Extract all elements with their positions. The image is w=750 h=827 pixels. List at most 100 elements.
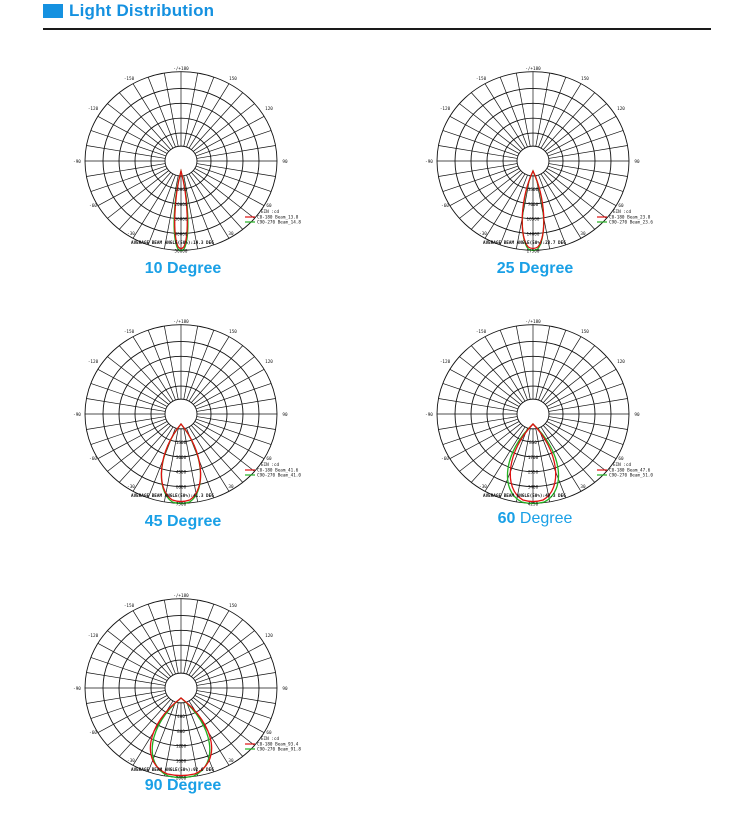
legend-entry-c0: C0-180 Beam_13.8 [257, 215, 299, 221]
polar-spoke [545, 170, 607, 219]
polar-spoke [163, 326, 179, 400]
angle-label: -150 [124, 329, 135, 335]
polar-spoke [515, 428, 531, 502]
angle-label: 150 [229, 329, 237, 335]
angle-label: 120 [265, 633, 273, 639]
polar-spoke [147, 76, 176, 148]
polar-spoke [540, 83, 582, 149]
polar-spoke [540, 336, 582, 402]
polar-spoke [97, 643, 168, 681]
polar-spoke [194, 695, 265, 733]
radial-label: 7000 [528, 202, 539, 208]
polar-spoke [119, 345, 171, 403]
polar-spoke [86, 163, 166, 177]
polar-spoke [119, 92, 171, 150]
angle-label-top: -/+180 [525, 319, 541, 325]
polar-spoke [107, 697, 169, 746]
polar-spoke [107, 103, 169, 152]
polar-spoke [194, 116, 265, 154]
angle-label: -120 [88, 633, 99, 639]
beam-angle-text: AVERAGE BEAM ANGLE(50%):92.6 DEG [131, 767, 214, 773]
polar-spoke [515, 73, 531, 147]
polar-spoke [163, 175, 179, 249]
radial-label: 50000 [175, 248, 188, 254]
polar-spoke [546, 116, 617, 154]
diagram-90-degree: -/+180 -150 150 -120 120 -90 90 -60 60 -30 30 400 80… [73, 587, 343, 827]
page-title: Light Distribution [69, 1, 215, 20]
polar-spoke [538, 427, 567, 499]
polar-spoke [132, 83, 174, 149]
polar-spoke [183, 73, 199, 147]
polar-spoke [449, 421, 520, 459]
polar-spoke [119, 699, 171, 757]
polar-spoke [90, 165, 167, 192]
radial-label: 1700 [528, 455, 539, 461]
angle-label: -90 [73, 412, 81, 418]
polar-diagram: -/+180 -150 150 -120 120 -90 90 -60 60 -30 30 1500 3… [73, 319, 301, 507]
angle-label: -120 [88, 106, 99, 112]
polar-spoke [119, 619, 171, 677]
beam-curve-c0-180 [521, 169, 545, 250]
diagram-caption: 60 Degree [435, 510, 635, 528]
polar-spoke [97, 116, 168, 154]
radial-label: 3000 [176, 455, 187, 461]
polar-spoke [191, 92, 243, 150]
polar-spoke [97, 421, 168, 459]
polar-diagram: -/+180 -150 150 -120 120 -90 90 -60 60 -30 30 850 17… [425, 319, 653, 507]
legend-title: EIN :cd [261, 209, 280, 215]
polar-spoke [107, 356, 169, 405]
polar-spoke [438, 163, 518, 177]
angle-label: -30 [127, 758, 135, 764]
angle-label: 30 [580, 231, 586, 237]
polar-spoke [547, 418, 624, 445]
angle-label: -120 [440, 106, 451, 112]
polar-spoke [196, 398, 276, 412]
radial-label: 3400 [528, 485, 539, 491]
polar-spoke [538, 174, 567, 246]
angle-label: -120 [88, 359, 99, 365]
radial-label: 1200 [176, 744, 187, 750]
angle-label: 90 [634, 159, 640, 165]
polar-spoke [97, 695, 168, 733]
angle-label: 120 [265, 106, 273, 112]
polar-spoke [438, 416, 518, 430]
polar-spoke [86, 672, 166, 686]
polar-spoke [86, 690, 166, 704]
polar-spoke [546, 168, 617, 206]
polar-spoke [195, 165, 272, 192]
polar-spoke [194, 421, 265, 459]
polar-spoke [196, 145, 276, 159]
header-square-icon [43, 4, 63, 18]
angle-label: 30 [580, 484, 586, 490]
polar-spoke [194, 168, 265, 206]
polar-spoke [547, 383, 624, 410]
legend-entry-c90: C90-270 Beam_51.0 [609, 473, 653, 479]
beam-angle-text: AVERAGE BEAM ANGLE(50%):41.3 DEG [131, 493, 214, 499]
polar-spoke [196, 163, 276, 177]
polar-spoke [535, 326, 551, 400]
legend-entry-c0: C0-180 Beam_41.6 [257, 468, 299, 474]
legend-title: EIN :cd [261, 462, 280, 468]
angle-label: 120 [265, 359, 273, 365]
polar-spoke [546, 421, 617, 459]
legend-entry-c0: C0-180 Beam_47.6 [609, 468, 651, 474]
polar-spoke [484, 83, 526, 149]
polar-spoke [132, 336, 174, 402]
polar-spoke [86, 398, 166, 412]
angle-label: -30 [479, 231, 487, 237]
angle-label: -60 [89, 203, 97, 209]
polar-spoke [193, 103, 255, 152]
polar-spoke [538, 329, 567, 401]
polar-spoke [193, 630, 255, 679]
polar-spoke [97, 369, 168, 407]
radial-label: 1500 [176, 440, 187, 446]
legend-entry-c0: C0-180 Beam_23.8 [609, 215, 651, 221]
polar-spoke [183, 428, 199, 502]
polar-spoke [538, 76, 567, 148]
polar-spoke [90, 130, 167, 157]
radial-label: 20000 [175, 202, 188, 208]
radial-label: 3500 [528, 187, 539, 193]
polar-spoke [188, 173, 230, 239]
angle-label: 30 [228, 484, 234, 490]
angle-label: 60 [618, 203, 624, 209]
